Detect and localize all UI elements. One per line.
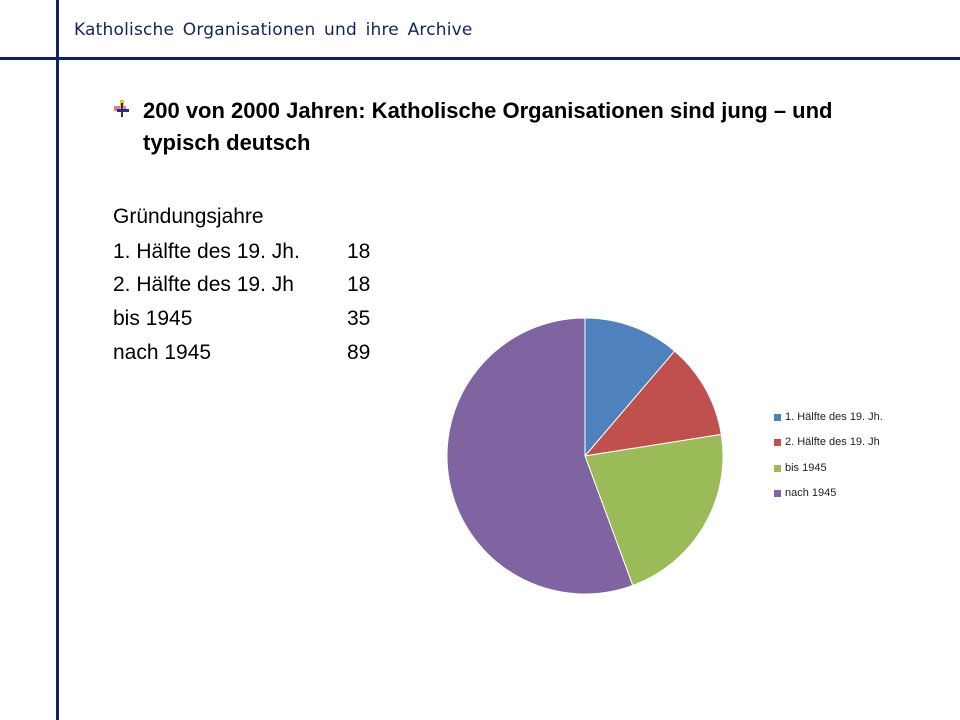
legend-swatch <box>774 413 781 421</box>
header-title: Katholische Organisationen und ihre Arch… <box>74 20 473 40</box>
slide-heading: 200 von 2000 Jahren: Katholische Organis… <box>143 98 833 155</box>
horizontal-rule <box>0 57 960 60</box>
legend-item: 1. Hälfte des 19. Jh. <box>774 411 883 423</box>
vertical-rule <box>56 0 59 720</box>
row-value: 35 <box>347 307 371 330</box>
legend-item: 2. Hälfte des 19. Jh <box>774 436 880 448</box>
legend-label: 2. Hälfte des 19. Jh <box>785 436 880 448</box>
legend-label: 1. Hälfte des 19. Jh. <box>785 411 883 423</box>
legend-label: nach 1945 <box>785 487 837 499</box>
row-value: 89 <box>347 341 371 364</box>
legend-swatch <box>774 438 781 446</box>
row-label: nach 1945 <box>113 341 212 364</box>
row-value: 18 <box>347 273 371 296</box>
legend-label: bis 1945 <box>785 462 827 474</box>
pie-slice-2 <box>583 350 722 457</box>
pie-slice-3 <box>584 433 724 587</box>
legend-item: bis 1945 <box>774 462 827 474</box>
legend-item: nach 1945 <box>774 487 836 499</box>
row-label: bis 1945 <box>113 307 193 330</box>
cross-bullet-icon <box>114 100 129 117</box>
legend-swatch <box>774 464 781 472</box>
row-label: 2. Hälfte des 19. Jh <box>113 273 294 296</box>
legend-swatch <box>774 489 781 497</box>
table-title: Gründungsjahre <box>113 205 264 228</box>
row-label: 1. Hälfte des 19. Jh. <box>113 240 300 263</box>
pie-slice-1 <box>584 317 676 458</box>
row-value: 18 <box>347 240 371 263</box>
pie-slice-4 <box>446 317 634 595</box>
